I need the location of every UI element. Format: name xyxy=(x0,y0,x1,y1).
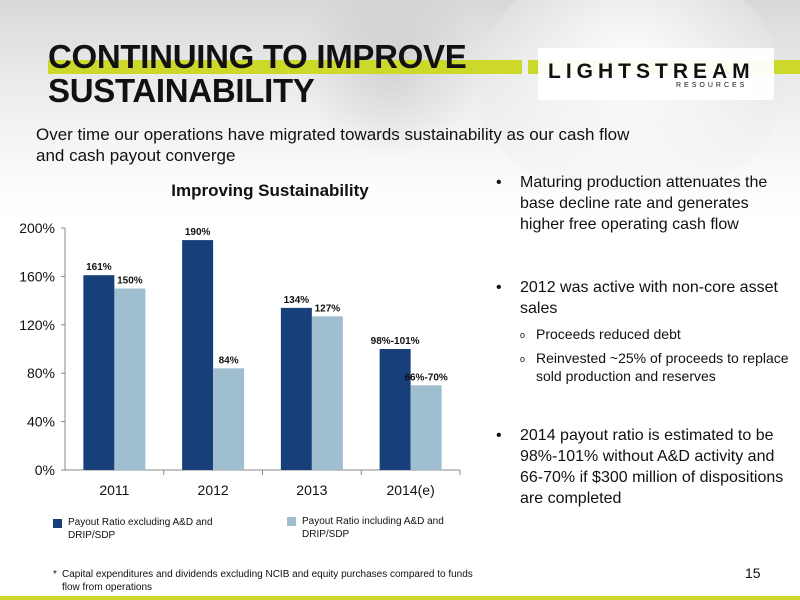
background-decoration xyxy=(300,0,480,160)
chart-title: Improving Sustainability xyxy=(171,181,369,200)
slide-subtitle: Over time our operations have migrated t… xyxy=(36,125,630,165)
data-label: 98%-101% xyxy=(371,336,420,347)
bar-series-1-2014(e) xyxy=(379,349,411,470)
y-tick-label: 40% xyxy=(27,414,55,430)
bullet-text-2: 2012 was active with non-core asset sale… xyxy=(520,279,778,317)
y-tick-label: 80% xyxy=(27,365,55,381)
page-number: 15 xyxy=(745,565,761,581)
sub-bullet-text-1: Proceeds reduced debt xyxy=(536,326,681,342)
bullet-dot: • xyxy=(496,279,502,296)
y-tick-label: 160% xyxy=(19,268,55,284)
page-title: CONTINUING TO IMPROVE SUSTAINABILITY xyxy=(48,38,467,109)
page-title-line2: SUSTAINABILITY xyxy=(48,72,315,109)
bar-series-1-2011 xyxy=(83,275,115,470)
footnote-text: Capital expenditures and dividends exclu… xyxy=(62,569,473,593)
bar-series-2-2014(e) xyxy=(410,385,442,470)
sub-bullet-item-1: o Proceeds reduced debt xyxy=(492,325,792,343)
bullet-text-1: Maturing production attenuates the base … xyxy=(520,174,768,233)
legend-label-series-1: Payout Ratio excluding A&D and DRIP/SDP xyxy=(68,517,213,541)
sub-bullet-text-2: Reinvested ~25% of proceeds to replace s… xyxy=(536,350,789,384)
bar-series-1-2012 xyxy=(182,240,214,470)
logo-sub-text: RESOURCES xyxy=(676,82,748,89)
legend-swatch-series-2 xyxy=(287,517,296,526)
x-tick-label: 2014(e) xyxy=(386,482,434,498)
data-label: 84% xyxy=(219,355,239,366)
bar-series-1-2013 xyxy=(280,307,312,470)
page-title-line1: CONTINUING TO IMPROVE xyxy=(48,38,467,75)
y-tick-label: 200% xyxy=(19,220,55,236)
bullet-dot: • xyxy=(496,174,502,191)
sub-bullet-ring: o xyxy=(520,354,526,364)
title-accent-bar xyxy=(48,60,522,74)
y-tick-label: 120% xyxy=(19,317,55,333)
x-tick-label: 2013 xyxy=(296,482,327,498)
data-label: 150% xyxy=(117,276,143,287)
bullet-dot: • xyxy=(496,427,502,444)
bullet-text-3: 2014 payout ratio is estimated to be 98%… xyxy=(520,427,784,507)
bar-chart: 0% 40% 80% 120% 160% 200% 161% 150% 2011 190% 84% 2… xyxy=(19,220,461,498)
bullet-item-2: • 2012 was active with non-core asset sa… xyxy=(492,277,792,319)
sub-bullet-item-2: o Reinvested ~25% of proceeds to replace… xyxy=(492,349,792,385)
y-tick-label: 0% xyxy=(35,462,55,478)
footnote-marker: * xyxy=(53,569,57,580)
bar-series-2-2013 xyxy=(311,316,343,470)
bar-series-2-2011 xyxy=(114,288,146,470)
sub-bullet-ring: o xyxy=(520,330,526,340)
data-label: 134% xyxy=(284,295,310,306)
bullet-item-1: • Maturing production attenuates the bas… xyxy=(492,172,792,235)
logo-main-text: LIGHTSTREAM xyxy=(548,60,755,83)
bullet-list: • Maturing production attenuates the bas… xyxy=(492,172,792,509)
logo xyxy=(538,48,774,100)
bullet-item-3: • 2014 payout ratio is estimated to be 9… xyxy=(492,425,792,509)
data-label: 161% xyxy=(86,262,112,273)
data-label: 127% xyxy=(315,303,341,314)
legend-swatch-series-1 xyxy=(53,519,62,528)
x-tick-label: 2012 xyxy=(198,482,229,498)
bottom-accent-bar xyxy=(0,596,800,600)
x-tick-label: 2011 xyxy=(99,482,129,498)
data-label: 190% xyxy=(185,227,211,238)
footnote: * Capital expenditures and dividends exc… xyxy=(53,568,492,594)
data-label: 66%-70% xyxy=(404,372,447,383)
legend-label-series-2: Payout Ratio including A&D and DRIP/SDP xyxy=(302,516,444,540)
bar-series-2-2012 xyxy=(213,368,245,470)
